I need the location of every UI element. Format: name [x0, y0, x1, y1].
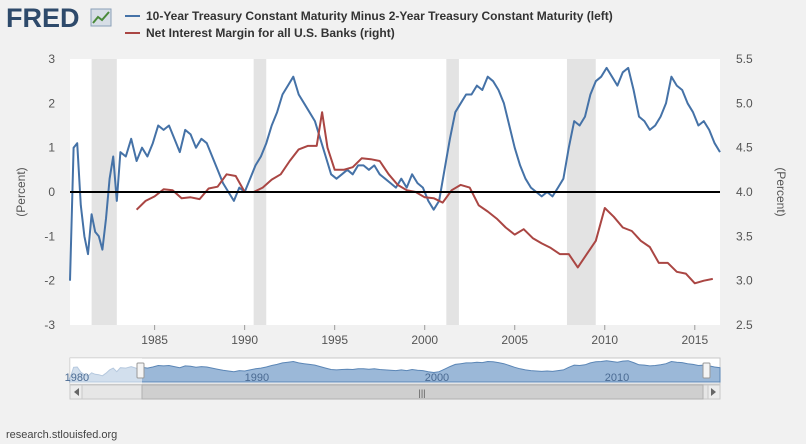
- series-line-1: [135, 111, 713, 285]
- series-line-0: [69, 66, 721, 281]
- y-right-tick-label: 3.5: [736, 229, 753, 243]
- legend-label-0[interactable]: 10-Year Treasury Constant Maturity Minus…: [146, 9, 613, 23]
- fred-logo-icon: [90, 8, 112, 27]
- navigator-series-area: [69, 360, 721, 383]
- navigator-unselected-mask: [70, 358, 142, 384]
- navigator-labels: 1980 1990 2000 2010: [65, 372, 630, 384]
- y-left-tick-label: 2: [48, 96, 55, 110]
- y-axis-right: 2.5 3.0 3.5 4.0 4.5 5.0 5.5: [736, 52, 753, 332]
- fred-logo[interactable]: FRED: [6, 3, 112, 33]
- navigator-left-handle[interactable]: [136, 362, 145, 379]
- x-tick-label-2010: 2010: [591, 333, 618, 347]
- chevron-left-icon: [74, 388, 79, 396]
- y-left-tick-label: 1: [48, 141, 55, 155]
- navigator-right-handle[interactable]: [702, 362, 711, 379]
- fred-logo-text: FRED: [6, 3, 80, 33]
- y-left-tick-label: -1: [44, 229, 55, 243]
- y-right-tick-label: 5.5: [736, 52, 753, 66]
- chevron-right-icon: [711, 388, 716, 396]
- navigator-year-label-3: 2010: [605, 372, 629, 384]
- navigator-year-label-1: 1990: [245, 372, 269, 384]
- y-axis-left-title: (Percent): [14, 167, 28, 216]
- y-axis-right-title: (Percent): [774, 167, 788, 216]
- y-left-tick-label: 3: [48, 52, 55, 66]
- y-right-tick-label: 4.0: [736, 185, 753, 199]
- series-lines: [69, 66, 721, 285]
- y-right-tick-label: 3.0: [736, 274, 753, 288]
- x-tick-label-2015: 2015: [681, 333, 708, 347]
- source-credit[interactable]: research.stlouisfed.org: [6, 429, 117, 441]
- y-axis-left: -3 -2 -1 0 1 2 3: [44, 52, 55, 332]
- y-left-tick-label: -2: [44, 274, 55, 288]
- scrollbar-grip: |||: [418, 388, 425, 398]
- navigator-year-label-0: 1980: [65, 372, 89, 384]
- y-left-tick-label: 0: [48, 185, 55, 199]
- y-right-tick-label: 2.5: [736, 318, 753, 332]
- x-tick-label-1995: 1995: [321, 333, 348, 347]
- y-right-tick-label: 5.0: [736, 96, 753, 110]
- y-left-tick-label: -3: [44, 318, 55, 332]
- x-tick-label-1990: 1990: [231, 333, 258, 347]
- legend-label-1[interactable]: Net Interest Margin for all U.S. Banks (…: [146, 26, 395, 40]
- legend: 10-Year Treasury Constant Maturity Minus…: [125, 9, 613, 40]
- scrollbar-thumb[interactable]: [141, 384, 704, 400]
- x-tick-label-2000: 2000: [411, 333, 438, 347]
- x-axis: 1985 1990 1995 2000 2005 2010 2015: [141, 325, 708, 347]
- y-right-tick-label: 4.5: [736, 141, 753, 155]
- navigator[interactable]: 1980 1990 2000 2010 |||: [65, 357, 721, 400]
- navigator-year-label-2: 2000: [425, 372, 449, 384]
- x-tick-label-1985: 1985: [141, 333, 168, 347]
- x-tick-label-2005: 2005: [501, 333, 528, 347]
